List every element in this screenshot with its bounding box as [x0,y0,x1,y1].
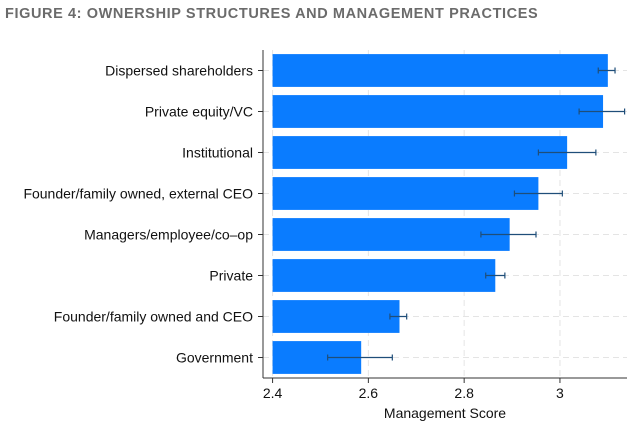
bar [272,177,539,210]
x-tick-label: 2.8 [454,385,474,401]
bar [272,218,510,251]
bar [272,136,568,169]
x-tick-labels: 2.4 2.6 2.8 3 [263,378,564,401]
category-label: Founder/family owned and CEO [54,309,253,325]
category-label: Managers/employee/co–op [84,227,253,243]
x-tick-label: 2.4 [263,385,283,401]
bar [272,259,496,292]
category-label: Founder/family owned, external CEO [23,186,253,202]
category-label: Government [176,350,253,366]
category-label: Private equity/VC [145,104,253,120]
category-label: Institutional [182,145,253,161]
x-tick-label: 2.6 [359,385,379,401]
x-axis-label: Management Score [384,405,506,421]
bar [272,300,400,333]
x-tick-label: 3 [556,385,564,401]
bar [272,95,604,128]
category-label: Dispersed shareholders [105,63,253,79]
bars [272,54,608,374]
category-labels: Dispersed shareholders Private equity/VC I… [23,63,263,366]
category-label: Private [209,268,253,284]
error-bars [327,67,626,361]
axes [262,50,627,379]
bar [272,54,608,87]
figure-title: FIGURE 4: OWNERSHIP STRUCTURES AND MANAG… [5,6,539,22]
